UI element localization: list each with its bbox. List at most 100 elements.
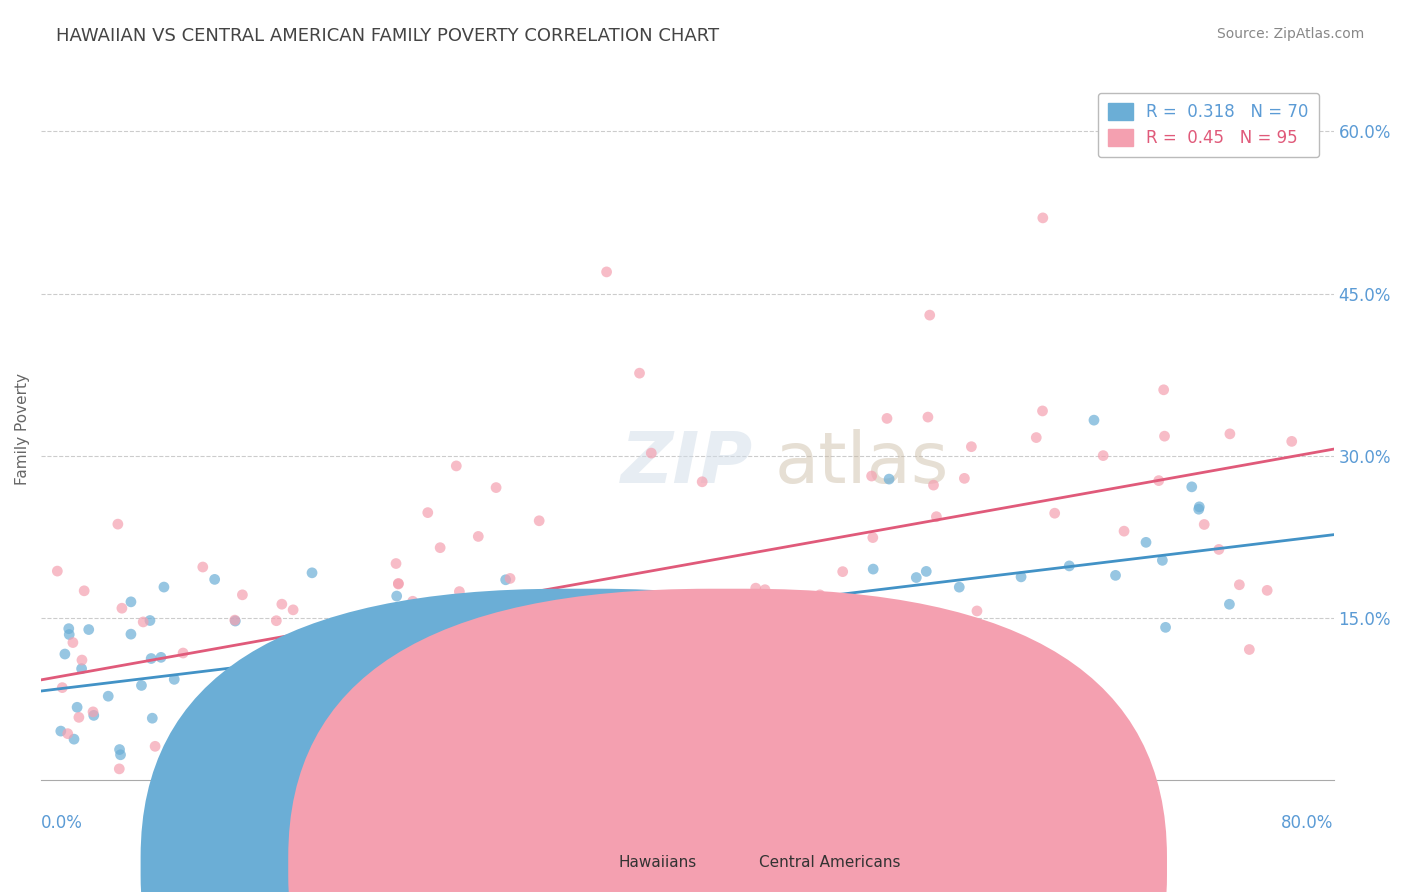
Point: [603, 616, 626, 631]
Point: [70, 662, 93, 676]
Point: [600, 602, 623, 616]
Point: [143, 739, 166, 754]
Point: [66, 700, 89, 714]
Point: [233, 657, 256, 671]
Point: [825, 668, 848, 682]
Point: [495, 573, 517, 587]
Point: [619, 699, 641, 714]
Point: [63, 732, 86, 747]
Point: [333, 663, 356, 677]
Point: [787, 641, 810, 656]
Point: [1104, 568, 1126, 582]
Point: [860, 469, 883, 483]
Point: [454, 682, 477, 697]
Point: [1218, 597, 1240, 611]
Point: [385, 557, 408, 571]
Text: Central Americans: Central Americans: [759, 855, 901, 870]
Y-axis label: Family Poverty: Family Poverty: [15, 373, 30, 484]
Point: [336, 679, 359, 693]
Point: [1043, 506, 1066, 520]
Point: [628, 366, 651, 380]
Point: [1147, 474, 1170, 488]
Point: [449, 584, 471, 599]
Point: [434, 651, 457, 665]
Point: [754, 582, 776, 597]
Point: [499, 571, 522, 585]
Point: [690, 475, 713, 489]
Point: [264, 726, 287, 740]
Text: HAWAIIAN VS CENTRAL AMERICAN FAMILY POVERTY CORRELATION CHART: HAWAIIAN VS CENTRAL AMERICAN FAMILY POVE…: [56, 27, 720, 45]
Point: [108, 742, 131, 756]
Point: [1031, 404, 1053, 418]
Point: [224, 613, 246, 627]
Point: [953, 471, 976, 485]
Point: [612, 630, 634, 644]
Point: [640, 446, 662, 460]
Point: [70, 653, 93, 667]
Point: [215, 762, 238, 776]
Point: [876, 411, 898, 425]
Point: [918, 308, 941, 322]
Point: [150, 650, 173, 665]
Point: [486, 625, 509, 640]
Point: [231, 588, 253, 602]
Point: [165, 762, 187, 776]
Point: [917, 410, 939, 425]
Point: [443, 617, 465, 632]
Legend: R =  0.318   N = 70, R =  0.45   N = 95: R = 0.318 N = 70, R = 0.45 N = 95: [1098, 93, 1319, 158]
Point: [1112, 524, 1135, 538]
Point: [527, 514, 550, 528]
Point: [153, 580, 176, 594]
Point: [922, 478, 945, 492]
Point: [463, 604, 485, 618]
Point: [82, 705, 104, 719]
Point: [172, 646, 194, 660]
Point: [1208, 542, 1230, 557]
Point: [1059, 558, 1081, 573]
Point: [744, 581, 766, 595]
Text: 80.0%: 80.0%: [1281, 814, 1334, 832]
Text: 0.0%: 0.0%: [41, 814, 83, 832]
Point: [591, 706, 613, 720]
Point: [395, 623, 418, 637]
Point: [434, 648, 457, 662]
Point: [723, 624, 745, 638]
Point: [301, 566, 323, 580]
Point: [224, 614, 246, 628]
Text: atlas: atlas: [775, 429, 949, 498]
Point: [429, 541, 451, 555]
Point: [1188, 500, 1211, 514]
Point: [1281, 434, 1303, 449]
Point: [387, 576, 409, 591]
Point: [402, 594, 425, 608]
Point: [270, 597, 292, 611]
Point: [108, 762, 131, 776]
Point: [1010, 570, 1032, 584]
Point: [132, 615, 155, 629]
Point: [266, 614, 288, 628]
Point: [960, 440, 983, 454]
Point: [235, 679, 257, 693]
Point: [501, 671, 523, 685]
Point: [53, 647, 76, 661]
Point: [1083, 413, 1105, 427]
Point: [446, 458, 468, 473]
Point: [131, 678, 153, 692]
Point: [304, 625, 326, 640]
Point: [1153, 383, 1175, 397]
Point: [163, 673, 186, 687]
Point: [529, 659, 551, 673]
Point: [564, 677, 586, 691]
Point: [529, 649, 551, 664]
Point: [110, 747, 132, 762]
Point: [478, 728, 501, 742]
Point: [550, 632, 572, 646]
Point: [1181, 480, 1204, 494]
Point: [204, 573, 226, 587]
Point: [599, 600, 621, 615]
Point: [243, 665, 266, 679]
Point: [73, 583, 96, 598]
Point: [269, 636, 291, 650]
Point: [862, 531, 884, 545]
Point: [1154, 620, 1177, 634]
